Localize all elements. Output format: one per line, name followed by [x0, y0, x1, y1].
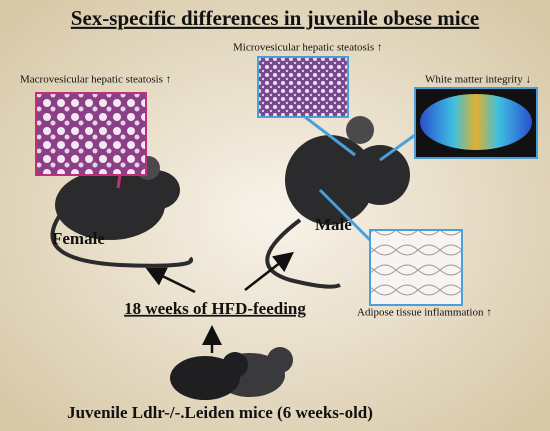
male-label: Male [315, 215, 352, 234]
male-mouse [265, 116, 410, 289]
macro-label: Macrovesicular hepatic steatosis ↑ [20, 74, 171, 86]
starting-label: Juvenile Ldlr-/-.Leiden mice (6 weeks-ol… [67, 403, 373, 422]
white-matter-label: White matter integrity ↓ [425, 74, 531, 86]
adipose-label: Adipose tissue inflammation ↑ [357, 307, 492, 319]
adipose-image [369, 229, 463, 306]
female-mouse [50, 156, 194, 268]
macro-image [35, 92, 147, 176]
juvenile-mice [170, 347, 293, 400]
female-label: Female [52, 229, 105, 248]
brain-image [420, 94, 532, 150]
arrows [145, 251, 294, 353]
connectors [304, 115, 416, 242]
micro-label: Microvesicular hepatic steatosis ↑ [233, 42, 382, 54]
title: Sex-specific differences in juvenile obe… [71, 6, 479, 30]
treatment: 18 weeks of HFD-feeding [124, 299, 306, 318]
connector [116, 174, 122, 189]
micro-image [257, 56, 349, 118]
